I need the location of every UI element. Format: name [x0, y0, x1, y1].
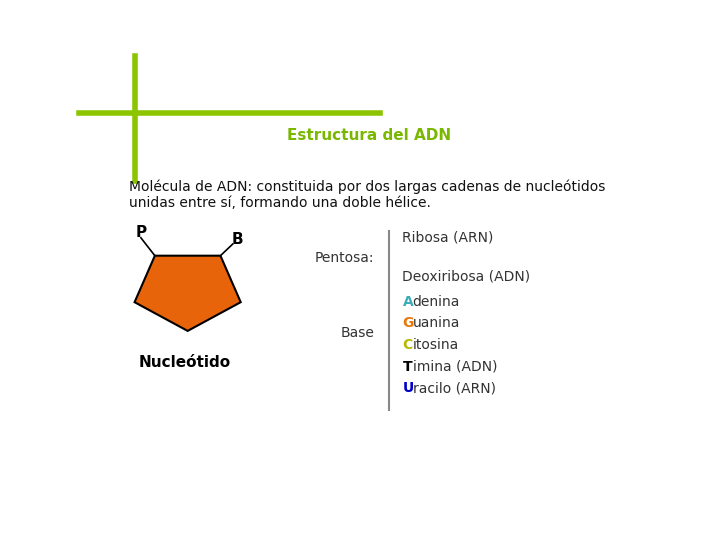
Text: T: T — [402, 360, 412, 374]
Text: Molécula de ADN: constituida por dos largas cadenas de nucleótidos: Molécula de ADN: constituida por dos lar… — [129, 179, 606, 194]
Text: U: U — [402, 381, 414, 395]
Text: Ribosa (ARN): Ribosa (ARN) — [402, 231, 494, 245]
Text: Estructura del ADN: Estructura del ADN — [287, 128, 451, 143]
Text: Pentosa:: Pentosa: — [315, 251, 374, 265]
Text: denina: denina — [413, 295, 460, 309]
Text: B: B — [231, 232, 243, 247]
Text: Base: Base — [341, 326, 374, 340]
Text: uanina: uanina — [413, 316, 460, 330]
Text: A: A — [402, 295, 413, 309]
Text: itosina: itosina — [413, 338, 459, 352]
Text: P: P — [135, 225, 146, 240]
Text: Nucleótido: Nucleótido — [139, 355, 231, 369]
Text: Deoxiribosa (ADN): Deoxiribosa (ADN) — [402, 270, 531, 284]
Text: racilo (ARN): racilo (ARN) — [413, 381, 495, 395]
Text: imina (ADN): imina (ADN) — [413, 360, 497, 374]
Text: G: G — [402, 316, 414, 330]
Text: C: C — [402, 338, 413, 352]
Text: unidas entre sí, formando una doble hélice.: unidas entre sí, formando una doble héli… — [129, 196, 431, 210]
Polygon shape — [135, 256, 240, 331]
